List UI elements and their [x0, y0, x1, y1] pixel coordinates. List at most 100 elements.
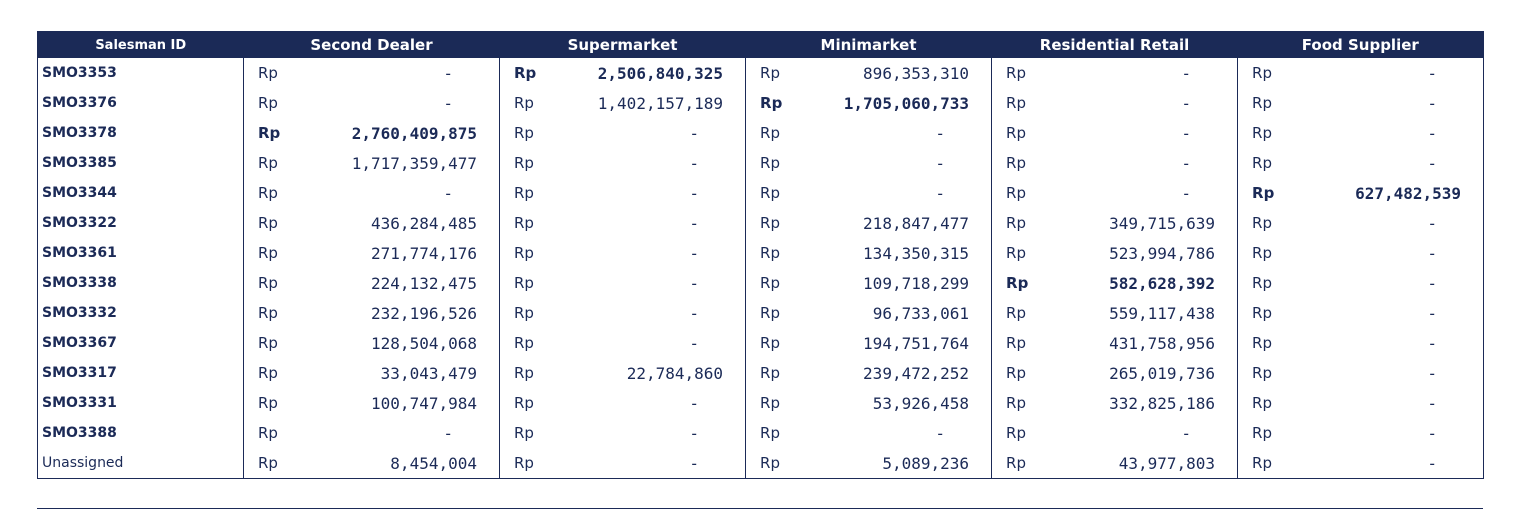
currency-label: Rp — [745, 418, 796, 448]
currency-label: Rp — [991, 358, 1042, 388]
amount-cell: - — [443, 63, 453, 83]
currency-label: Rp — [1237, 208, 1288, 238]
salesman-id-cell: SMO3322 — [42, 215, 117, 231]
currency-label: Rp — [991, 118, 1042, 148]
currency-label: Rp — [499, 418, 550, 448]
amount-cell: - — [689, 183, 700, 203]
amount-cell: - — [1427, 123, 1438, 143]
amount-cell: 5,089,236 — [882, 453, 970, 473]
header-minimarket: Minimarket — [745, 31, 992, 58]
amount-cell: - — [935, 123, 946, 143]
currency-label: Rp — [243, 448, 294, 479]
currency-label: Rp — [745, 448, 796, 479]
amount-cell: - — [689, 153, 700, 173]
amount-cell: - — [689, 333, 700, 353]
amount-cell: 224,132,475 — [371, 273, 477, 293]
amount-cell: - — [935, 423, 946, 443]
table-row: SMO3331 Rp 100,747,984 Rp - Rp 53,926,458 Rp 332… — [38, 388, 1484, 418]
salesman-id-cell: SMO3367 — [42, 335, 117, 351]
amount-cell: 1,705,060,733 — [843, 93, 970, 113]
currency-label: Rp — [991, 208, 1042, 238]
currency-label: Rp — [991, 298, 1042, 328]
amount-cell: 53,926,458 — [872, 393, 970, 413]
header-salesman-id: Salesman ID — [37, 31, 244, 58]
currency-label: Rp — [745, 358, 796, 388]
currency-label: Rp — [991, 328, 1042, 358]
table-row: Unassigned Rp 8,454,004 Rp - Rp 5,089,236 Rp 43,… — [38, 448, 1484, 479]
sales-table: Salesman ID Second Dealer Supermarket Mi… — [37, 31, 1485, 479]
amount-cell: 43,977,803 — [1118, 453, 1216, 473]
currency-label: Rp — [499, 388, 550, 418]
salesman-id-cell: SMO3332 — [42, 305, 117, 321]
amount-cell: 559,117,438 — [1109, 303, 1216, 323]
amount-cell: 431,758,956 — [1109, 333, 1216, 353]
amount-cell: - — [689, 423, 700, 443]
table-row: SMO3317 Rp 33,043,479 Rp 22,784,860 Rp 239,472… — [38, 358, 1484, 388]
currency-label: Rp — [243, 118, 294, 148]
table-row: SMO3385 Rp 1,717,359,477 Rp - Rp - Rp - Rp - — [38, 148, 1484, 178]
currency-label: Rp — [745, 58, 796, 88]
amount-cell: - — [1427, 153, 1438, 173]
amount-cell: - — [1427, 363, 1438, 383]
table-row: SMO3367 Rp 128,504,068 Rp - Rp 194,751,764 Rp 43… — [38, 328, 1484, 358]
amount-cell: - — [1427, 273, 1438, 293]
currency-label: Rp — [745, 268, 796, 298]
salesman-id-cell: SMO3331 — [42, 395, 117, 411]
currency-label: Rp — [243, 328, 294, 358]
table-row: SMO3322 Rp 436,284,485 Rp - Rp 218,847,477 Rp 34… — [38, 208, 1484, 238]
amount-cell: - — [689, 453, 700, 473]
table-row: SMO3353 Rp - Rp 2,506,840,325 Rp 896,353,310 Rp… — [38, 58, 1484, 88]
currency-label: Rp — [991, 388, 1042, 418]
amount-cell: - — [1181, 153, 1192, 173]
currency-label: Rp — [1237, 118, 1288, 148]
amount-cell: - — [1427, 453, 1438, 473]
currency-label: Rp — [745, 238, 796, 268]
currency-label: Rp — [499, 448, 550, 479]
header-second-dealer: Second Dealer — [243, 31, 500, 58]
amount-cell: 523,994,786 — [1109, 243, 1216, 263]
salesman-id-cell: Unassigned — [42, 455, 124, 471]
salesman-id-cell: SMO3361 — [42, 245, 117, 261]
currency-label: Rp — [1237, 418, 1288, 448]
currency-label: Rp — [243, 148, 294, 178]
currency-label: Rp — [499, 238, 550, 268]
salesman-id-cell: SMO3317 — [42, 365, 117, 381]
currency-label: Rp — [243, 238, 294, 268]
amount-cell: - — [443, 423, 453, 443]
currency-label: Rp — [499, 88, 550, 118]
amount-cell: 1,717,359,477 — [351, 153, 477, 173]
amount-cell: 436,284,485 — [371, 213, 477, 233]
salesman-id-cell: SMO3385 — [42, 155, 117, 171]
amount-cell: 96,733,061 — [872, 303, 970, 323]
currency-label: Rp — [1237, 268, 1288, 298]
amount-cell: 2,506,840,325 — [597, 63, 724, 83]
table-body: SMO3353 Rp - Rp 2,506,840,325 Rp 896,353,310 Rp… — [38, 58, 1484, 479]
amount-cell: 8,454,004 — [390, 453, 477, 473]
amount-cell: 349,715,639 — [1109, 213, 1216, 233]
currency-label: Rp — [1237, 388, 1288, 418]
currency-label: Rp — [243, 268, 294, 298]
amount-cell: - — [689, 273, 700, 293]
amount-cell: - — [1427, 423, 1438, 443]
amount-cell: 109,718,299 — [863, 273, 970, 293]
currency-label: Rp — [499, 328, 550, 358]
currency-label: Rp — [499, 298, 550, 328]
currency-label: Rp — [745, 148, 796, 178]
currency-label: Rp — [991, 448, 1042, 479]
salesman-id-cell: SMO3376 — [42, 95, 117, 111]
amount-cell: - — [689, 213, 700, 233]
amount-cell: 33,043,479 — [380, 363, 477, 383]
currency-label: Rp — [499, 58, 550, 88]
currency-label: Rp — [1237, 298, 1288, 328]
currency-label: Rp — [1237, 358, 1288, 388]
currency-label: Rp — [243, 208, 294, 238]
amount-cell: - — [1427, 243, 1438, 263]
currency-label: Rp — [1237, 448, 1288, 479]
currency-label: Rp — [1237, 328, 1288, 358]
currency-label: Rp — [243, 298, 294, 328]
currency-label: Rp — [1237, 148, 1288, 178]
currency-label: Rp — [243, 58, 294, 88]
currency-label: Rp — [991, 238, 1042, 268]
amount-cell: 239,472,252 — [863, 363, 970, 383]
currency-label: Rp — [745, 388, 796, 418]
